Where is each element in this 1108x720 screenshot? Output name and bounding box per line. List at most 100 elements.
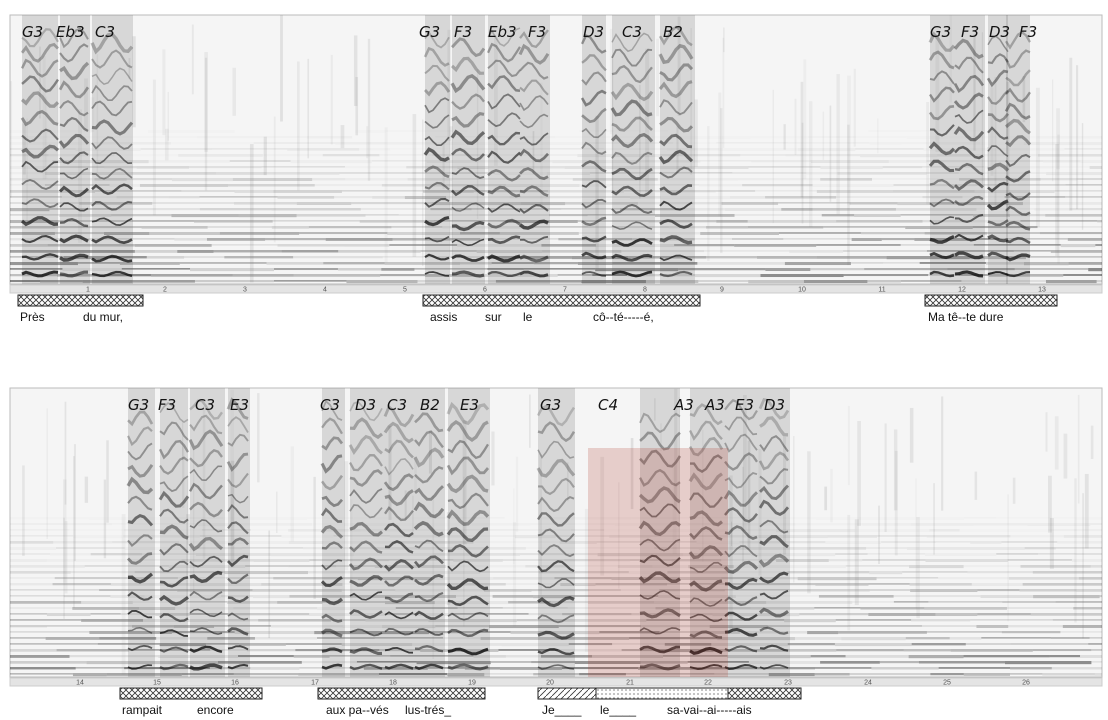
- voiced-harmonic: [659, 63, 694, 82]
- harmonic-band: [207, 637, 255, 640]
- harmonic-band: [541, 244, 596, 247]
- harmonic-band: [149, 160, 230, 163]
- voiced-harmonic: [638, 520, 681, 537]
- harmonic-band: [561, 208, 620, 210]
- harmonic-band: [909, 583, 972, 586]
- harmonic-band: [134, 571, 194, 574]
- harmonic-band: [1030, 613, 1102, 616]
- harmonic-band: [381, 268, 415, 271]
- voiced-harmonic: [451, 270, 485, 278]
- harmonic-band: [112, 541, 180, 544]
- harmonic-band: [654, 547, 699, 550]
- voiced-harmonic: [451, 202, 485, 212]
- harmonic-band: [1050, 250, 1102, 253]
- time-tick-label: 4: [323, 287, 327, 294]
- harmonic-band: [199, 196, 278, 198]
- noise: [926, 102, 930, 205]
- voiced-harmonic: [987, 35, 1009, 53]
- harmonic-band: [10, 190, 96, 193]
- harmonic-band: [579, 184, 611, 187]
- harmonic-band: [550, 601, 589, 604]
- voiced-harmonic: [450, 37, 486, 58]
- noise: [307, 58, 310, 159]
- harmonic-band: [972, 226, 1038, 229]
- voiced-harmonic: [59, 61, 90, 81]
- voiced-harmonic: [659, 116, 694, 133]
- harmonic-band: [10, 154, 49, 157]
- harmonic-band: [136, 166, 189, 169]
- lyric: Ma tê--te dure: [928, 310, 1004, 324]
- harmonic-band: [143, 619, 209, 622]
- voiced-harmonic: [226, 397, 249, 420]
- harmonic-band: [198, 523, 235, 527]
- noise: [73, 456, 75, 608]
- harmonic-band: [999, 238, 1068, 240]
- harmonic-band: [357, 577, 433, 581]
- harmonic-band: [81, 619, 144, 622]
- harmonic-band: [845, 655, 909, 658]
- harmonic-band: [882, 166, 923, 169]
- noise: [836, 74, 840, 215]
- noise: [182, 420, 184, 461]
- harmonic-band: [579, 673, 626, 676]
- harmonic-band: [1010, 535, 1063, 537]
- harmonic-band: [807, 631, 839, 635]
- lyric: lus-trés_: [405, 703, 451, 717]
- voiced-harmonic: [611, 238, 653, 247]
- voiced-harmonic: [487, 185, 521, 198]
- harmonic-band: [341, 643, 413, 647]
- voiced-harmonic: [954, 213, 984, 223]
- harmonic-band: [960, 202, 1023, 206]
- harmonic-band: [617, 565, 653, 568]
- note-label: E3: [460, 396, 479, 414]
- noise: [1056, 108, 1060, 170]
- harmonic-band: [10, 214, 60, 216]
- harmonic-band: [334, 196, 373, 199]
- harmonic-band: [555, 535, 610, 537]
- harmonic-band: [152, 202, 234, 205]
- time-tick-label: 16: [231, 680, 239, 687]
- note-label: Eb3: [488, 23, 517, 41]
- harmonic-band: [395, 607, 458, 609]
- harmonic-band: [981, 637, 1051, 639]
- harmonic-band: [973, 244, 1061, 246]
- harmonic-band: [816, 244, 901, 246]
- harmonic-band: [1078, 577, 1102, 580]
- voiced-harmonic: [724, 596, 758, 607]
- voiced-harmonic: [519, 61, 549, 80]
- time-axis: [9, 284, 1103, 294]
- harmonic-band: [1089, 166, 1102, 169]
- voiced-harmonic: [59, 253, 89, 262]
- harmonic-band: [742, 184, 813, 187]
- harmonic-band: [881, 238, 915, 241]
- harmonic-band: [501, 643, 569, 647]
- harmonic-band: [270, 553, 354, 557]
- noise: [1076, 65, 1079, 210]
- harmonic-band: [869, 589, 911, 592]
- time-tick-label: 3: [243, 287, 247, 294]
- harmonic-band: [10, 148, 76, 150]
- harmonic-band: [414, 268, 488, 270]
- voiced-harmonic: [20, 216, 59, 227]
- harmonic-band: [737, 178, 821, 181]
- voiced-harmonic: [610, 132, 654, 149]
- harmonic-band: [10, 637, 46, 639]
- voiced-harmonic: [519, 79, 549, 96]
- noise: [884, 423, 887, 533]
- voiced-harmonic: [159, 576, 189, 588]
- harmonic-band: [263, 154, 323, 156]
- harmonic-band: [911, 619, 971, 622]
- voiced-harmonic: [929, 70, 955, 85]
- harmonic-band: [140, 148, 212, 150]
- harmonic-band: [131, 172, 216, 175]
- harmonic-band: [645, 280, 699, 283]
- voiced-harmonic: [320, 524, 344, 539]
- harmonic-band: [253, 142, 336, 145]
- harmonic-band: [630, 196, 661, 199]
- voiced-harmonic: [658, 80, 693, 99]
- note-label: D3: [989, 23, 1010, 41]
- voiced-harmonic: [611, 48, 653, 67]
- harmonic-band: [947, 268, 1015, 271]
- harmonic-band: [738, 547, 810, 550]
- harmonic-band: [757, 256, 817, 259]
